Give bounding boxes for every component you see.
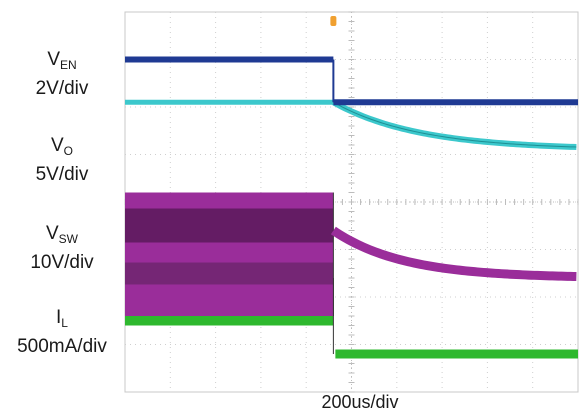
vo-trace-after-edge (333, 101, 577, 148)
time-scale-label: 200us/div (321, 392, 399, 412)
traces (125, 56, 578, 359)
vsw-band-dark-lower (125, 262, 334, 285)
channel-label-ven: VEN 2V/div (35, 49, 89, 99)
channel-label-vo: VO 5V/div (35, 135, 89, 185)
trigger-marker (330, 16, 337, 26)
channel-label-il: IL 500mA/div (17, 307, 107, 357)
vsw-band-dark (125, 208, 334, 243)
vo-trace-after (331, 99, 577, 151)
channel-label-vsw: VSW 10V/div (30, 223, 94, 273)
vsw-trace-after (330, 226, 577, 282)
